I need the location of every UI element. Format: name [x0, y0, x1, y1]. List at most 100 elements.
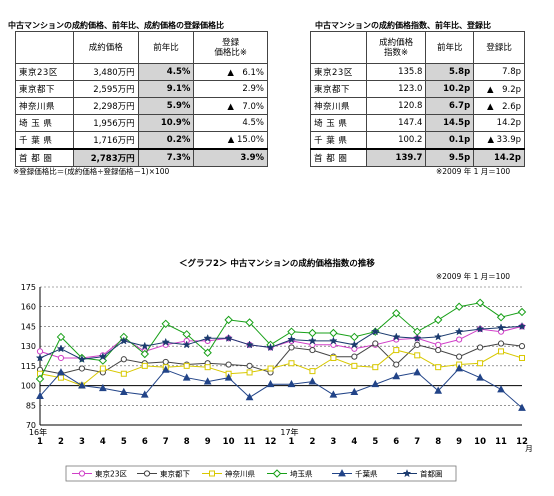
data-point [434, 386, 443, 394]
data-point [329, 336, 338, 345]
chart-note: ※2009 年 1 月＝100 [436, 271, 510, 281]
data-point [140, 349, 149, 359]
data-point [204, 364, 211, 371]
y-tick-label: 100 [21, 382, 36, 391]
x-tick-label: 5 [121, 437, 127, 447]
header-index: 成約価格 指数※ [365, 31, 427, 64]
total-region: 首 都 圏 [310, 148, 367, 167]
x-tick-label: 6 [393, 437, 399, 447]
y-tick-label: 145 [21, 322, 36, 331]
data-point [372, 340, 379, 347]
total-price: 2,783万円 [72, 148, 139, 167]
cell-yoy: 0.1p [425, 131, 475, 150]
data-point [56, 332, 66, 342]
data-point [371, 379, 380, 388]
data-point [456, 353, 463, 360]
data-point [372, 364, 379, 371]
legend-label: 埼玉県 [290, 469, 313, 479]
data-point [246, 362, 253, 369]
data-point [182, 373, 191, 381]
y-tick-label: 115 [21, 362, 36, 371]
data-point [308, 336, 317, 345]
x-tick-label: 10 [474, 437, 486, 447]
x-tick-label: 6 [142, 437, 148, 447]
table-total-row: 首 都 圏 139.7 9.5p 14.2p [310, 148, 525, 167]
data-point [288, 360, 295, 367]
cell-reg: 14.2p [473, 114, 525, 132]
x-tick-label: 3 [330, 437, 336, 447]
data-point [496, 313, 506, 322]
legend-label: 千葉県 [355, 469, 378, 479]
data-point [162, 358, 169, 366]
data-point [287, 335, 296, 344]
chart-title: ＜グラフ2＞ 中古マンションの成約価格指数の推移 [179, 258, 375, 269]
data-point [475, 298, 485, 307]
data-point [454, 302, 464, 311]
table-total-row: 首 都 圏 2,783万円 7.3% 3.9% [15, 148, 268, 167]
y-tick-label: 130 [21, 342, 36, 351]
data-point [476, 344, 484, 351]
x-tick-label: 1 [289, 437, 295, 447]
data-point [391, 332, 401, 341]
data-point [393, 347, 400, 354]
cell-price: 1,956万円 [72, 114, 139, 132]
data-point [57, 368, 65, 376]
price-table: 成約価格 前年比 登録 価格比※ 東京23区 3,480万円 4.5% ▲ 6.1% 東京… [15, 31, 268, 167]
data-point [308, 328, 317, 338]
data-point [392, 309, 401, 318]
data-point [476, 373, 484, 381]
year-label: 17年 [280, 427, 298, 437]
x-tick-label: 2 [58, 437, 64, 447]
data-point [393, 361, 400, 368]
legend-label: 東京都下 [160, 469, 190, 479]
data-point [413, 368, 422, 376]
data-point [517, 321, 527, 331]
x-tick-label: 4 [100, 437, 106, 447]
data-point [119, 387, 128, 396]
legend-label: 首都圏 [420, 469, 443, 479]
data-point [414, 341, 421, 348]
data-point [182, 330, 191, 339]
data-point [309, 346, 316, 354]
total-ratio: 3.9% [193, 148, 268, 167]
data-point [518, 343, 526, 350]
series-4 [36, 364, 526, 411]
series-line [39, 342, 523, 375]
data-point [330, 354, 337, 361]
cell-yoy: 9.1% [137, 80, 195, 98]
x-tick-label: 12 [516, 437, 528, 447]
total-yoy: 7.3% [137, 148, 195, 167]
x-tick-label: 7 [414, 437, 420, 447]
cell-ratio: 4.5% [193, 114, 268, 132]
data-point [350, 387, 359, 396]
data-point [182, 340, 191, 349]
data-point [35, 374, 45, 384]
data-point [36, 391, 44, 399]
data-point [246, 369, 253, 376]
x-tick-label: 10 [223, 437, 235, 447]
x-tick-label: 11 [495, 437, 507, 447]
legend-label: 東京23区 [95, 469, 128, 479]
cell-yoy: 5.9% [137, 97, 195, 115]
data-point [412, 333, 422, 342]
right-table-footnote: ※2009 年 1 月＝100 [436, 167, 511, 176]
data-point [309, 368, 316, 375]
data-point [245, 318, 254, 327]
x-tick-label: 5 [372, 437, 378, 447]
data-point [454, 327, 464, 336]
series-0 [36, 323, 526, 362]
table-row: 埼 玉 県 147.4 14.5p 14.2p [310, 114, 525, 132]
x-tick-label: 3 [79, 437, 85, 447]
data-point [225, 361, 232, 368]
y-tick-label: 160 [21, 303, 36, 312]
x-tick-label: 7 [163, 437, 169, 447]
x-tick-label: 8 [184, 437, 190, 447]
data-point [272, 469, 282, 478]
table-row: 東京都下 123.0 10.2p ▲ 9.2p [310, 80, 525, 98]
x-tick-label: 2 [309, 437, 315, 447]
x-tick-label: 9 [205, 437, 211, 447]
data-point [78, 470, 86, 477]
data-point [119, 336, 129, 345]
data-point [371, 327, 380, 336]
x-tick-label: 8 [435, 437, 441, 447]
